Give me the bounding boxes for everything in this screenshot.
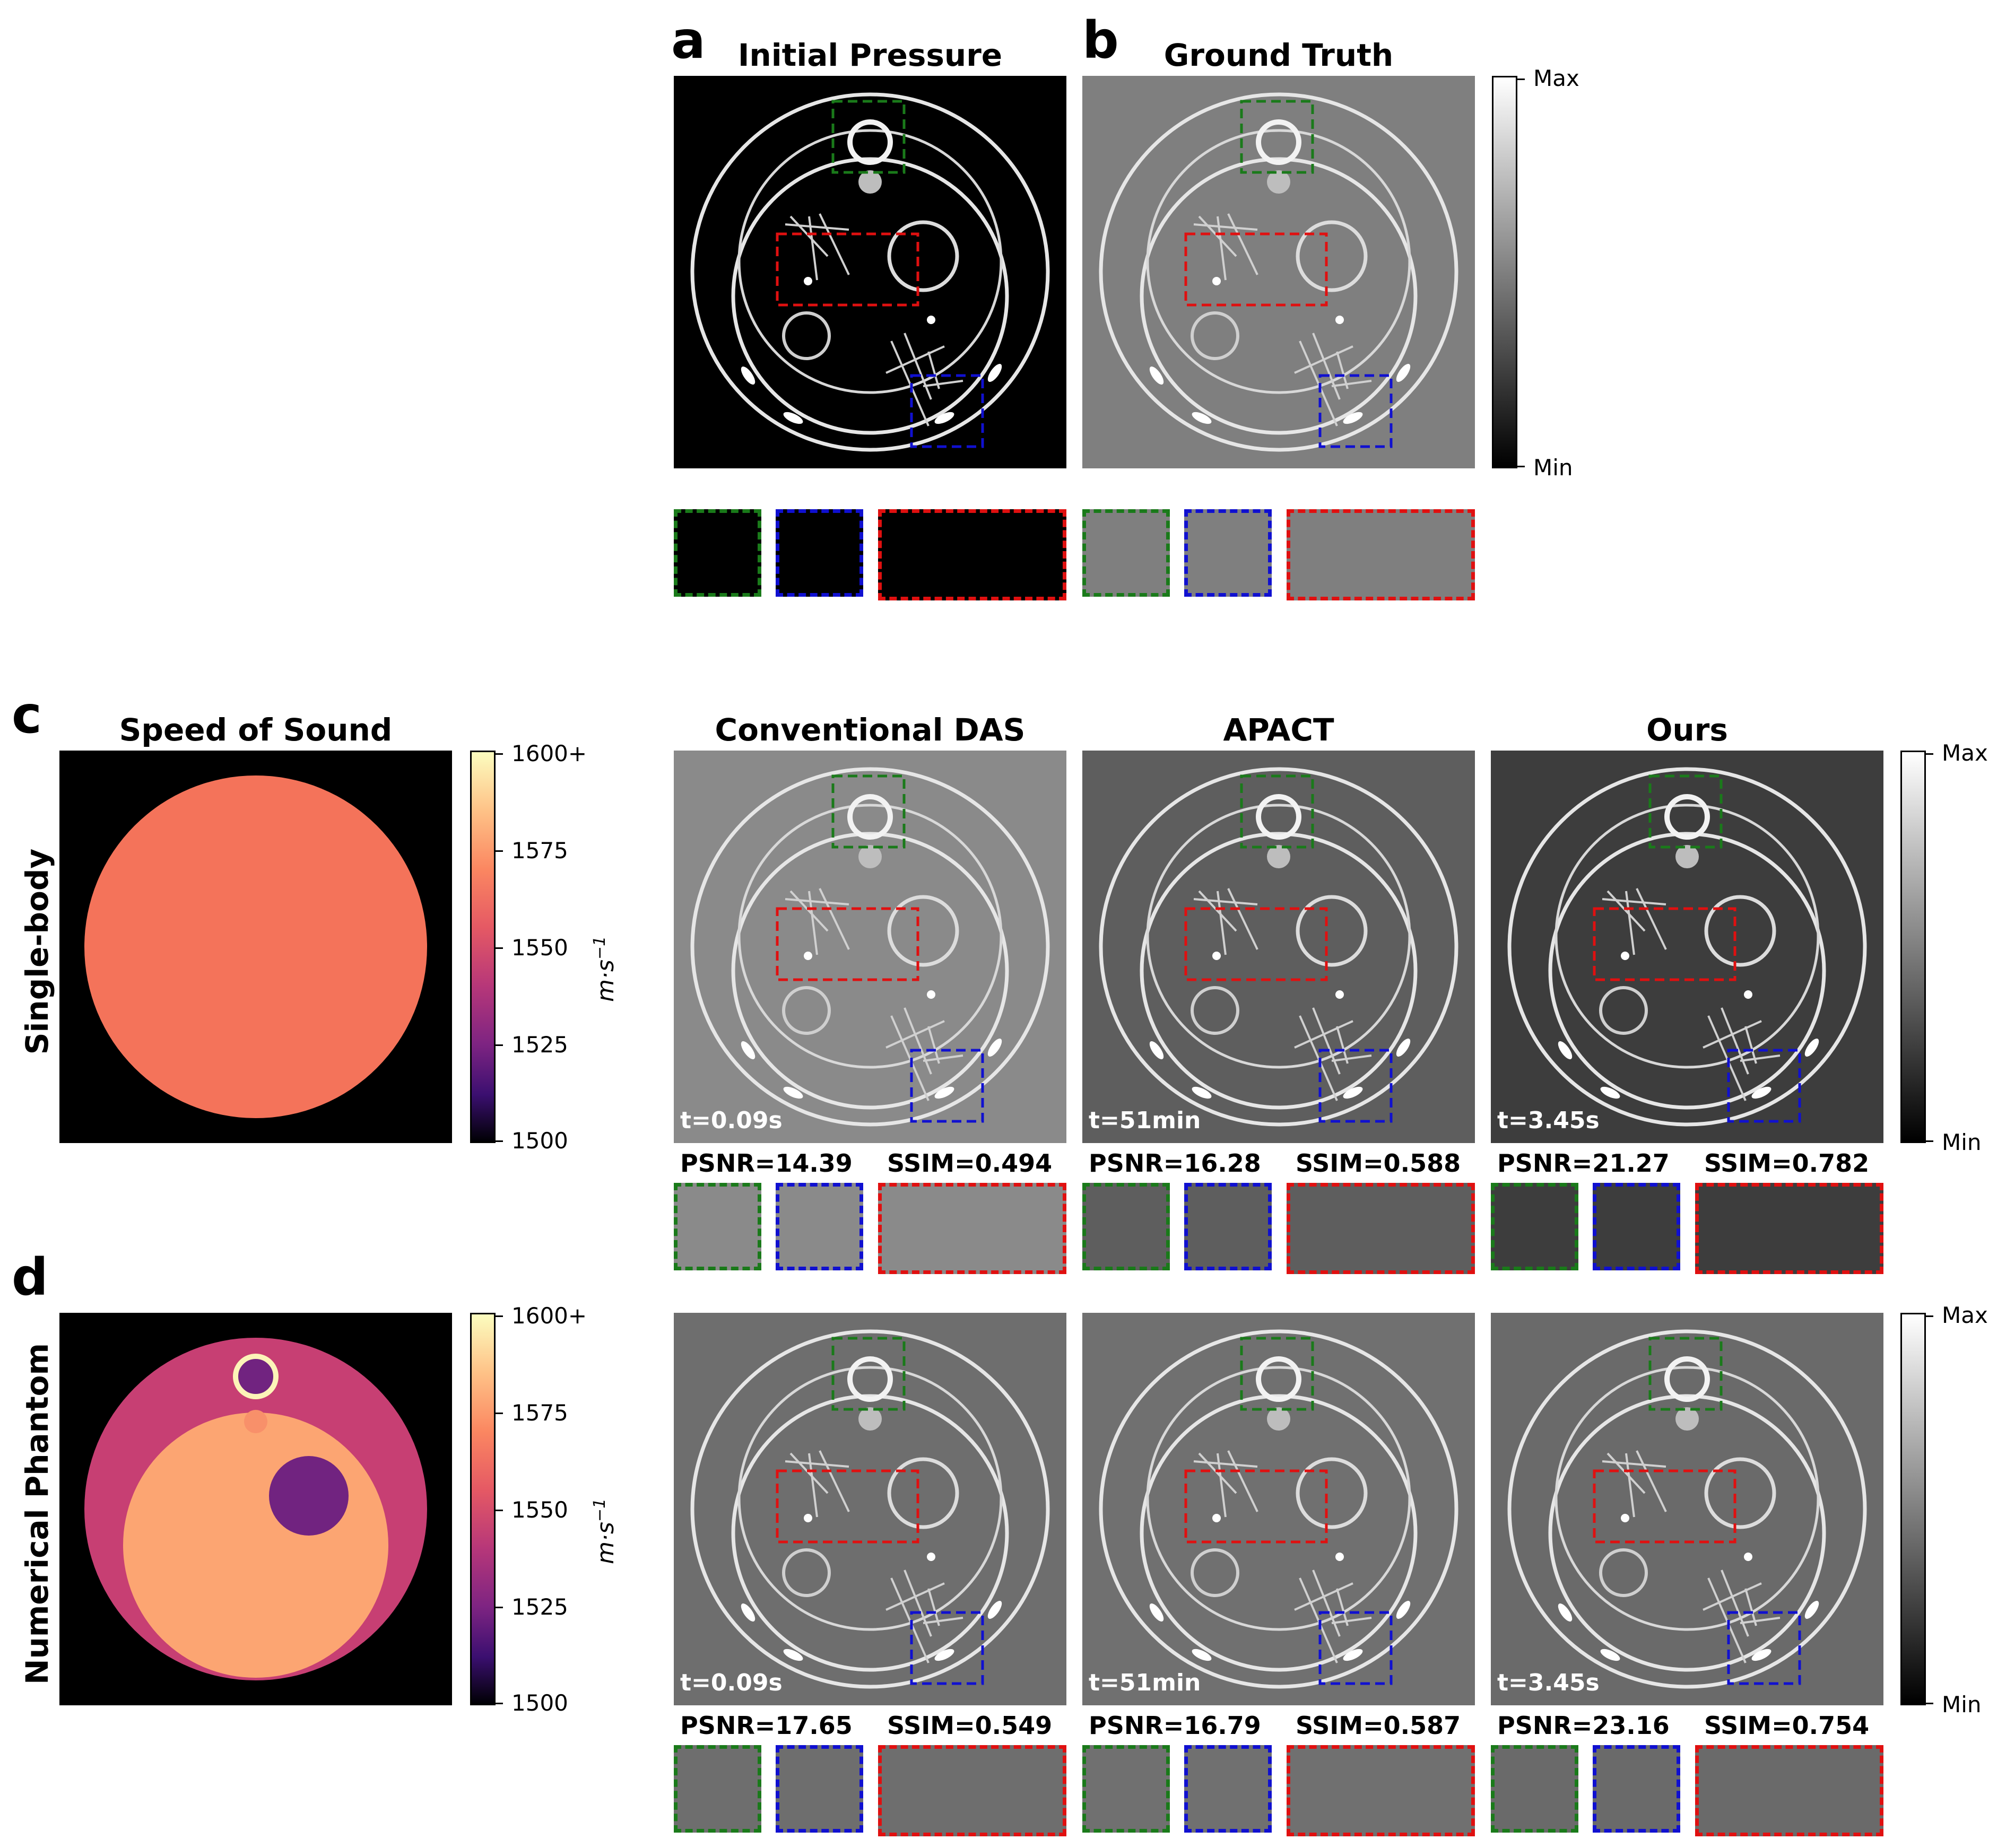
row-label-single-body: Single-body xyxy=(19,848,55,1055)
inset-green-das-phantom xyxy=(674,1745,761,1833)
sos-tick-1525: 1525 xyxy=(511,1594,568,1620)
inset-blue-apact-phantom xyxy=(1184,1745,1272,1833)
title-initial-pressure: Initial Pressure xyxy=(737,37,1003,73)
ssim-apact-single: SSIM=0.588 xyxy=(1296,1149,1461,1178)
inset-green-das-single xyxy=(674,1183,761,1270)
colorbar-max-label: Max xyxy=(1942,740,1988,766)
colorbar-max-label: Max xyxy=(1533,65,1579,91)
sos-tick-1600: 1600+ xyxy=(511,740,587,766)
title-conventional-das: Conventional DAS xyxy=(715,712,1026,748)
colorbar-min-label: Min xyxy=(1942,1692,1982,1718)
colorbar-min-label: Min xyxy=(1533,455,1573,481)
panel-letter-a: a xyxy=(671,11,706,70)
sos-tick-1575: 1575 xyxy=(511,838,568,864)
inset-blue-initial xyxy=(776,509,863,597)
sos-tick-1550: 1550 xyxy=(511,935,568,961)
inset-red-ours-phantom xyxy=(1695,1745,1883,1836)
intensity-colorbar-phantom xyxy=(1900,1313,1926,1705)
inset-green-gt xyxy=(1082,509,1170,597)
psnr-ours-phantom: PSNR=23.16 xyxy=(1497,1711,1670,1740)
title-apact: APACT xyxy=(1223,712,1334,748)
inset-blue-ours-phantom xyxy=(1593,1745,1680,1833)
recon-das-phantom: t=0.09s xyxy=(674,1313,1066,1705)
inset-red-apact-single xyxy=(1287,1183,1475,1274)
intensity-colorbar-single xyxy=(1900,751,1926,1143)
panel-letter-b: b xyxy=(1082,11,1119,70)
sos-map-single-body xyxy=(59,751,452,1143)
inset-blue-gt xyxy=(1184,509,1272,597)
colorbar-min-label: Min xyxy=(1942,1129,1982,1155)
time-label: t=0.09s xyxy=(680,1107,783,1134)
panel-letter-c: c xyxy=(12,685,42,745)
sos-tick-1575: 1575 xyxy=(511,1400,568,1426)
ground-truth-image xyxy=(1082,76,1475,468)
inset-green-initial xyxy=(674,509,761,597)
time-label: t=3.45s xyxy=(1497,1107,1600,1134)
sos-tick-1600: 1600+ xyxy=(511,1303,587,1329)
inset-green-ours-single xyxy=(1491,1183,1578,1270)
panel-letter-d: d xyxy=(12,1248,48,1307)
row-label-numerical-phantom: Numerical Phantom xyxy=(19,1343,55,1685)
inset-blue-das-single xyxy=(776,1183,863,1270)
inset-red-das-phantom xyxy=(878,1745,1066,1836)
time-label: t=3.45s xyxy=(1497,1669,1600,1696)
initial-pressure-image xyxy=(674,76,1066,468)
recon-apact-phantom: t=51min xyxy=(1082,1313,1475,1705)
inset-red-das-single xyxy=(878,1183,1066,1274)
recon-das-single: t=0.09s xyxy=(674,751,1066,1143)
inset-red-ours-single xyxy=(1695,1183,1883,1274)
time-label: t=51min xyxy=(1089,1669,1201,1696)
inset-green-ours-phantom xyxy=(1491,1745,1578,1833)
ssim-apact-phantom: SSIM=0.587 xyxy=(1296,1711,1461,1740)
psnr-das-phantom: PSNR=17.65 xyxy=(680,1711,853,1740)
psnr-apact-single: PSNR=16.28 xyxy=(1089,1149,1261,1178)
psnr-apact-phantom: PSNR=16.79 xyxy=(1089,1711,1261,1740)
ssim-das-phantom: SSIM=0.549 xyxy=(887,1711,1053,1740)
inset-red-apact-phantom xyxy=(1287,1745,1475,1836)
recon-apact-single: t=51min xyxy=(1082,751,1475,1143)
recon-ours-single: t=3.45s xyxy=(1491,751,1883,1143)
title-ours: Ours xyxy=(1646,712,1728,748)
time-label: t=51min xyxy=(1089,1107,1201,1134)
ssim-das-single: SSIM=0.494 xyxy=(887,1149,1053,1178)
sos-tick-1550: 1550 xyxy=(511,1497,568,1523)
time-label: t=0.09s xyxy=(680,1669,783,1696)
inset-green-apact-single xyxy=(1082,1183,1170,1270)
ssim-ours-single: SSIM=0.782 xyxy=(1704,1149,1870,1178)
inset-red-initial xyxy=(878,509,1066,600)
intensity-colorbar-top xyxy=(1492,76,1517,468)
inset-blue-apact-single xyxy=(1184,1183,1272,1270)
inset-green-apact-phantom xyxy=(1082,1745,1170,1833)
psnr-ours-single: PSNR=21.27 xyxy=(1497,1149,1670,1178)
sos-colorbar-phantom xyxy=(470,1313,496,1705)
psnr-das-single: PSNR=14.39 xyxy=(680,1149,853,1178)
title-ground-truth: Ground Truth xyxy=(1163,37,1394,73)
recon-ours-phantom: t=3.45s xyxy=(1491,1313,1883,1705)
colorbar-max-label: Max xyxy=(1942,1302,1988,1328)
inset-blue-das-phantom xyxy=(776,1745,863,1833)
title-speed-of-sound: Speed of Sound xyxy=(119,712,393,748)
sos-unit-label: m·s−1 xyxy=(590,936,619,1002)
sos-map-numerical-phantom xyxy=(59,1313,452,1705)
sos-unit-label: m·s−1 xyxy=(590,1498,619,1564)
sos-tick-1525: 1525 xyxy=(511,1032,568,1058)
inset-red-gt xyxy=(1287,509,1475,600)
sos-tick-1500: 1500 xyxy=(511,1690,568,1716)
sos-tick-1500: 1500 xyxy=(511,1128,568,1154)
ssim-ours-phantom: SSIM=0.754 xyxy=(1704,1711,1870,1740)
inset-blue-ours-single xyxy=(1593,1183,1680,1270)
sos-colorbar-single xyxy=(470,751,496,1143)
